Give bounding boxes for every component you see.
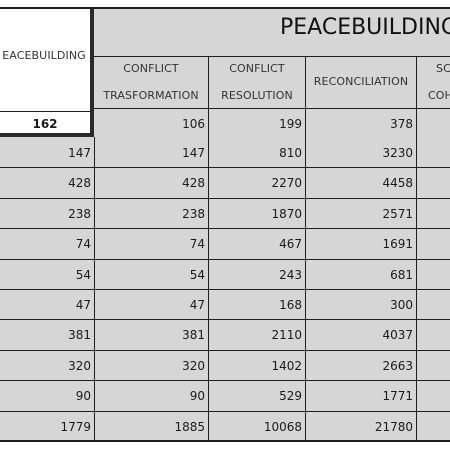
row-value-reconciliation: 21780 (374, 419, 413, 434)
row-value-conflict-resolution: 10068 (263, 419, 302, 434)
col4-header-line1: SC (436, 62, 450, 75)
row-value-conflict-transformation: 147 (182, 146, 205, 160)
row-value-reconciliation: 3230 (382, 146, 413, 160)
row-divider (0, 380, 450, 381)
row-value-reconciliation: 4458 (382, 176, 413, 191)
row-value-conflict-transformation: 90 (189, 389, 205, 404)
row-value-reconciliation: 1691 (382, 237, 413, 252)
col-divider-1 (208, 56, 209, 441)
row-left-value: 238 (68, 206, 91, 221)
row-value-reconciliation: 2663 (382, 358, 413, 373)
row-left-value: 381 (68, 328, 91, 343)
left-header-box (0, 8, 94, 137)
left-header-shadow (0, 133, 94, 137)
row-divider (0, 259, 450, 260)
row-left-value: 47 (75, 298, 91, 312)
column-headers-band (94, 57, 450, 137)
left-header-total: 162 (32, 117, 58, 131)
row-left-value: 90 (75, 389, 91, 404)
table-title: PEACEBUILDING (280, 15, 450, 40)
row-value-conflict-resolution: 2110 (271, 328, 302, 343)
row-left-value: 54 (75, 267, 91, 282)
row-divider (0, 198, 450, 199)
row-divider (0, 319, 450, 320)
row-value-reconciliation: 1771 (382, 389, 413, 404)
row-value-reconciliation: 4037 (382, 328, 413, 343)
col2-total: 199 (279, 117, 302, 131)
row-divider (0, 411, 450, 412)
row-value-conflict-resolution: 529 (279, 389, 302, 404)
row-value-conflict-resolution: 243 (279, 267, 302, 282)
col3-total: 378 (390, 117, 413, 131)
row-value-conflict-transformation: 1885 (174, 419, 205, 434)
left-header-divider (0, 111, 90, 112)
row-value-conflict-resolution: 2270 (271, 176, 302, 191)
row-value-reconciliation: 300 (390, 298, 413, 312)
row-divider (0, 350, 450, 351)
col4-header-line2: COH (428, 89, 450, 102)
col-divider-3 (416, 56, 417, 441)
col-divider-2 (305, 56, 306, 441)
row-divider (0, 167, 450, 168)
row-value-conflict-transformation: 320 (182, 358, 205, 373)
row-value-conflict-transformation: 47 (189, 298, 205, 312)
col1-header-line2: TRASFORMATION (103, 89, 199, 102)
row-value-conflict-transformation: 238 (182, 206, 205, 221)
col2-header-line1: CONFLICT (229, 62, 285, 75)
left-header-label: EACEBUILDING (2, 49, 86, 62)
row-value-conflict-transformation: 381 (182, 328, 205, 343)
row-value-conflict-resolution: 1870 (271, 206, 302, 221)
row-value-conflict-resolution: 168 (279, 298, 302, 312)
row-value-conflict-resolution: 1402 (271, 358, 302, 373)
row-left-value: 320 (68, 358, 91, 373)
col-divider-0 (94, 137, 95, 441)
row-divider (0, 228, 450, 229)
row-left-value: 1779 (60, 419, 91, 434)
row-value-conflict-resolution: 810 (279, 146, 302, 160)
row-value-conflict-resolution: 467 (279, 237, 302, 252)
col3-header-line1: RECONCILIATION (313, 75, 409, 88)
row-left-value: 428 (68, 176, 91, 191)
col1-total: 106 (182, 117, 205, 131)
row-divider (0, 289, 450, 290)
row-value-reconciliation: 681 (390, 267, 413, 282)
row-value-conflict-transformation: 54 (189, 267, 205, 282)
header-divider (94, 108, 450, 109)
row-left-value: 147 (68, 146, 91, 160)
row-value-reconciliation: 2571 (382, 206, 413, 221)
row-value-conflict-transformation: 428 (182, 176, 205, 191)
top-border (0, 7, 450, 9)
bottom-border (0, 440, 450, 442)
title-divider (94, 56, 450, 57)
col2-header-line2: RESOLUTION (221, 89, 293, 102)
title-band (94, 8, 450, 56)
row-value-conflict-transformation: 74 (189, 237, 205, 252)
col1-header-line1: CONFLICT (123, 62, 179, 75)
row-left-value: 74 (75, 237, 91, 252)
